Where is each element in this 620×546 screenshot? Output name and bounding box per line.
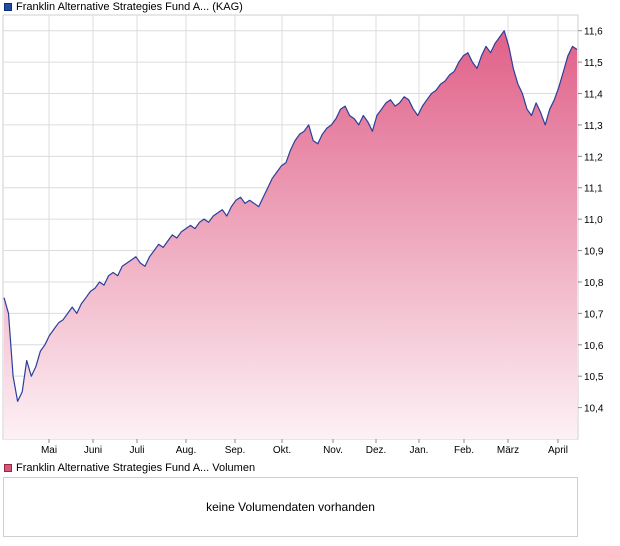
volume-empty-message: keine Volumendaten vorhanden <box>206 500 375 514</box>
y-tick-label: 11,0 <box>584 215 603 226</box>
x-tick-label: März <box>497 445 519 456</box>
price-legend: Franklin Alternative Strategies Fund A..… <box>4 0 243 14</box>
y-tick-label: 10,6 <box>584 341 604 352</box>
volume-legend-label: Franklin Alternative Strategies Fund A..… <box>16 462 256 474</box>
y-tick-label: 10,4 <box>584 404 604 415</box>
y-tick-label: 11,3 <box>584 121 603 132</box>
x-tick-label: Mai <box>41 445 57 456</box>
x-tick-label: Okt. <box>273 445 291 456</box>
y-tick-label: 11,6 <box>584 27 603 38</box>
price-chart: 10,4 10,5 10,6 10,7 10,8 10,9 11,0 11,1 11,2 11,3… <box>2 14 604 456</box>
y-tick-label: 11,5 <box>584 58 603 69</box>
y-tick-label: 10,9 <box>584 247 604 258</box>
y-tick-label: 11,2 <box>584 152 603 163</box>
price-legend-label: Franklin Alternative Strategies Fund A..… <box>16 1 243 13</box>
price-series-line <box>3 30 578 402</box>
y-tick-label: 10,7 <box>584 309 604 320</box>
volume-legend: Franklin Alternative Strategies Fund A..… <box>4 461 255 475</box>
x-tick-label: Juni <box>84 445 102 456</box>
x-tick-label: Nov. <box>323 445 343 456</box>
price-series-swatch <box>4 3 12 11</box>
volume-panel: keine Volumendaten vorhanden <box>3 477 578 537</box>
x-tick-label: Juli <box>129 445 144 456</box>
x-tick-label: Sep. <box>225 445 246 456</box>
y-tick-label: 11,4 <box>584 90 603 101</box>
x-tick-label: Feb. <box>454 445 474 456</box>
y-tick-label: 11,1 <box>584 184 603 195</box>
x-tick-label: Dez. <box>366 445 387 456</box>
y-tick-label: 10,8 <box>584 278 604 289</box>
x-tick-label: Jan. <box>410 445 429 456</box>
x-tick-label: April <box>548 445 568 456</box>
x-tick-label: Aug. <box>176 445 197 456</box>
volume-series-swatch <box>4 464 12 472</box>
price-area-fill <box>4 30 577 439</box>
y-tick-label: 10,5 <box>584 372 604 383</box>
